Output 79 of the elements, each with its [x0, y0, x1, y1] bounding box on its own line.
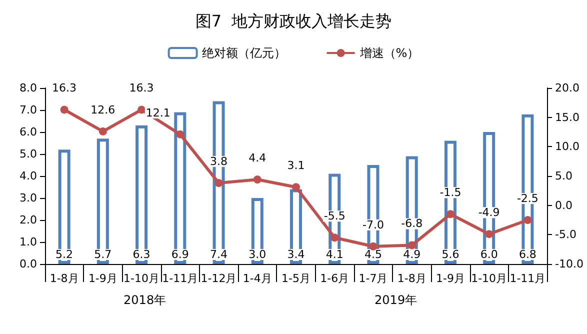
bar	[136, 125, 148, 264]
data-label: 3.8	[210, 155, 228, 168]
bar	[212, 101, 225, 264]
x-tick-label: 1-11月	[510, 272, 546, 285]
y-tick-label: 7.0	[20, 104, 37, 116]
y2-tick-label: 15.0	[555, 110, 580, 124]
data-label: 6.9	[171, 248, 189, 261]
data-label: 16.3	[52, 82, 77, 95]
data-label: 5.2	[56, 248, 74, 261]
y-tick-label: 5.0	[20, 148, 37, 160]
data-label: 3.4	[287, 248, 305, 261]
x-tick-label: 1-7月	[358, 272, 388, 285]
data-label: 6.8	[518, 248, 536, 261]
point	[138, 106, 146, 114]
x-tick-label: 1-8月	[397, 272, 426, 285]
bar	[174, 112, 186, 264]
data-label: 5.7	[94, 248, 112, 261]
text: 2018年	[124, 293, 166, 307]
point	[98, 127, 107, 136]
data-label: 6.0	[480, 248, 498, 261]
text: 2019年	[374, 293, 418, 307]
data-label: -1.5	[440, 186, 462, 200]
y2-tick-label: 0.0	[555, 198, 572, 212]
data-label: 4.5	[364, 248, 382, 261]
y2-tick-label: -5.0	[555, 228, 576, 242]
data-label: 12.1	[146, 106, 170, 120]
y-tick-label: 8.0	[20, 82, 37, 94]
y-tick-label: 0.0	[20, 258, 37, 270]
y2-tick-label: 10.0	[555, 140, 580, 154]
point	[408, 241, 416, 250]
y-tick-label: 3.0	[20, 192, 37, 204]
data-label: 12.6	[90, 103, 116, 116]
x-tick-label: 1-9月	[436, 272, 465, 285]
y-tick-label: 6.0	[20, 126, 37, 138]
data-label: 4.9	[403, 248, 421, 261]
data-label: 4.4	[248, 152, 266, 165]
y2-tick-label: 20.0	[555, 82, 580, 94]
data-label: 4.1	[326, 248, 344, 261]
x-tick-label: 1-8月	[50, 272, 79, 285]
legend-label: 绝对额（亿元）	[202, 46, 286, 60]
data-label: 6.3	[132, 248, 150, 261]
data-label: -2.5	[516, 192, 538, 205]
point	[369, 242, 378, 250]
point	[60, 106, 68, 114]
bar	[251, 198, 264, 264]
point	[485, 230, 494, 238]
data-label: -5.5	[324, 210, 346, 223]
x-tick-label: 1-10月	[471, 272, 508, 285]
x-tick-label: 1-9月	[88, 272, 118, 285]
legend-label: 增速（%）	[358, 46, 420, 60]
bar	[96, 138, 109, 264]
y2-tick-label: -10.0	[555, 258, 584, 270]
y-tick-label: 1.0	[20, 236, 37, 248]
x-tick-label: 1-11月	[162, 272, 198, 285]
x-tick-label: 1-5月	[282, 272, 310, 285]
point	[176, 130, 184, 138]
x-tick-label: 1-4月	[242, 272, 272, 285]
point	[253, 176, 262, 184]
point	[446, 210, 454, 218]
point	[330, 234, 339, 242]
x-tick-label: 1-6月	[320, 272, 350, 285]
y-tick-label: 4.0	[20, 170, 37, 182]
data-label: -4.9	[478, 206, 500, 220]
data-label: 3.0	[248, 248, 266, 261]
point	[524, 216, 532, 224]
data-label: 16.3	[129, 82, 154, 95]
bar	[58, 150, 70, 264]
x-tick-label: 1-12月	[200, 272, 237, 285]
y2-tick-label: 5.0	[555, 170, 572, 182]
point	[292, 183, 300, 192]
x-tick-label: 1-10月	[124, 272, 160, 285]
data-label: 7.4	[210, 248, 228, 261]
point	[214, 179, 223, 188]
data-label: 5.6	[442, 248, 460, 261]
chart-title: 图7 地方财政收入增长走势	[195, 12, 392, 30]
y-tick-label: 2.0	[20, 214, 37, 226]
data-label: 3.1	[287, 159, 305, 172]
data-label: -7.0	[362, 218, 384, 232]
data-label: -6.8	[401, 217, 423, 230]
